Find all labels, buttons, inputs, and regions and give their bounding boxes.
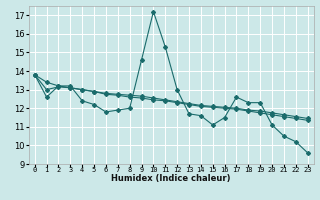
X-axis label: Humidex (Indice chaleur): Humidex (Indice chaleur) [111, 174, 231, 183]
